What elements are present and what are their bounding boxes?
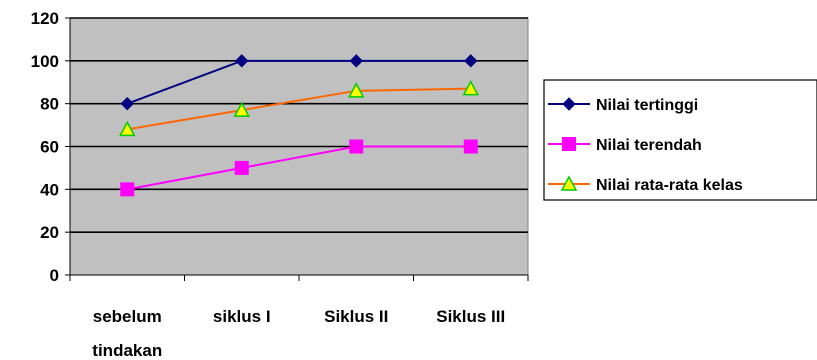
x-category-label-line: Siklus II bbox=[324, 307, 388, 326]
x-category-label: siklus I bbox=[213, 307, 271, 326]
data-point-square bbox=[120, 182, 135, 197]
data-point-triangle bbox=[233, 101, 251, 117]
y-tick-label: 100 bbox=[31, 52, 59, 71]
data-point-square bbox=[349, 139, 364, 154]
x-category-label: sebelum tindakan bbox=[92, 307, 162, 360]
y-axis-tick-labels: 0 20 40 60 80 100 120 bbox=[31, 9, 59, 285]
data-point-square bbox=[234, 160, 249, 175]
y-tick-label: 0 bbox=[50, 266, 59, 285]
x-category-label-line: sebelum bbox=[93, 307, 162, 326]
legend-box bbox=[543, 79, 817, 201]
data-point-triangle bbox=[462, 80, 480, 96]
data-point-square bbox=[562, 137, 576, 151]
legend: Nilai tertinggi Nilai terendah Nilai rata-… bbox=[543, 79, 817, 201]
series-2 bbox=[120, 139, 478, 197]
y-tick-label: 60 bbox=[40, 138, 59, 157]
legend-label: Nilai terendah bbox=[596, 137, 702, 154]
data-point-diamond bbox=[464, 54, 478, 68]
y-tick-label: 120 bbox=[31, 9, 59, 28]
x-category-label-line: Siklus III bbox=[436, 307, 505, 326]
legend-label: Nilai rata-rata kelas bbox=[596, 177, 743, 194]
legend-item-3: Nilai rata-rata kelas bbox=[548, 175, 743, 194]
y-tick-label: 40 bbox=[40, 180, 59, 199]
data-point-diamond bbox=[562, 97, 576, 111]
y-tick-label: 80 bbox=[40, 95, 59, 114]
x-category-label: Siklus II bbox=[324, 307, 388, 326]
series-line bbox=[127, 87, 471, 131]
data-point-triangle bbox=[118, 120, 136, 137]
data-point-square bbox=[463, 139, 478, 154]
x-category-label-line: tindakan bbox=[92, 341, 162, 360]
data-point-triangle bbox=[560, 175, 578, 191]
series-line bbox=[126, 59, 471, 105]
legend-item-2: Nilai terendah bbox=[548, 137, 702, 154]
data-point-diamond bbox=[120, 96, 134, 111]
axes bbox=[65, 17, 529, 281]
legend-item-1: Nilai tertinggi bbox=[548, 97, 698, 114]
data-series bbox=[118, 54, 480, 197]
data-point-triangle bbox=[347, 82, 365, 98]
data-point-diamond bbox=[235, 54, 249, 68]
series-line bbox=[127, 145, 471, 191]
y-tick-label: 20 bbox=[40, 223, 59, 242]
x-category-label: Siklus III bbox=[436, 307, 505, 326]
data-point-diamond bbox=[349, 54, 363, 68]
series-3 bbox=[118, 80, 480, 137]
legend-label: Nilai tertinggi bbox=[596, 97, 698, 114]
series-1 bbox=[120, 54, 478, 111]
x-category-label-line: siklus I bbox=[213, 307, 271, 326]
x-axis-category-labels: sebelum tindakan siklus I Siklus II Siklus I… bbox=[92, 307, 505, 360]
